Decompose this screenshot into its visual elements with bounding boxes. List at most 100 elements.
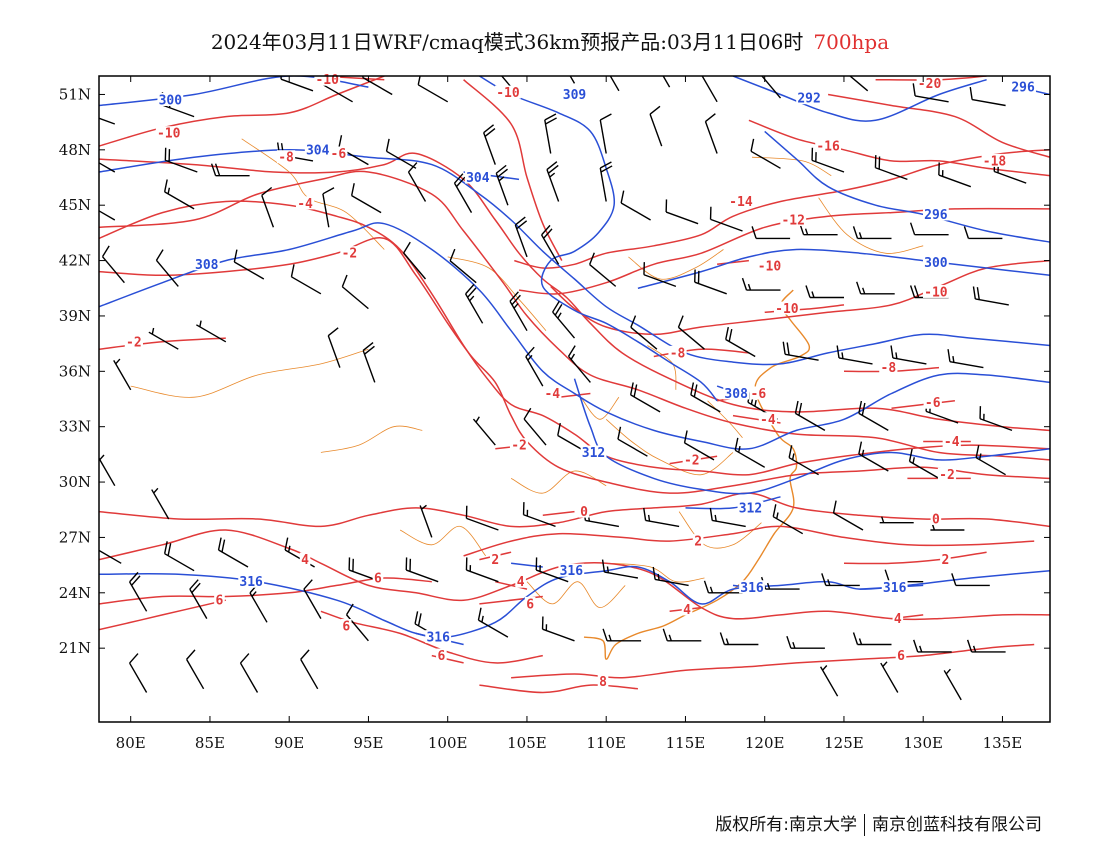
height-label-bg [561, 87, 588, 101]
temperature-contours [99, 76, 1050, 694]
temperature-label-bg [942, 434, 961, 448]
temperature-label-bg [937, 467, 957, 481]
temperature-contour-label: 2 [694, 535, 702, 550]
temperature-label-bg [682, 452, 701, 466]
wind-barb [196, 320, 227, 343]
lon-tick-label: 135E [983, 734, 1023, 752]
wind-barb [362, 342, 376, 383]
temperature-label-bg [578, 504, 590, 518]
lon-tick-label: 95E [353, 734, 383, 752]
wind-barb [943, 668, 962, 701]
temperature-label-bg [524, 596, 536, 610]
temperature-label-bg [780, 212, 807, 226]
temperature-contour-label: 4 [683, 603, 691, 618]
temperature-label-bg [923, 395, 942, 409]
lon-tick-label: 105E [507, 734, 547, 752]
wind-barb [836, 345, 873, 365]
contour-labels: -10-10-10-8 -6-4-2-2-14-12-16-18-20-10-10… [124, 72, 1036, 690]
temperature-contour [463, 525, 1035, 557]
lat-tick-label: 30N [59, 473, 91, 491]
temperature-contour [511, 643, 1035, 679]
wind-barb [546, 161, 560, 202]
wind-barb [483, 124, 496, 165]
wind-barb [300, 649, 319, 690]
temperature-label-bg [892, 611, 904, 625]
height-label-bg [157, 92, 184, 106]
province-boundary [447, 256, 547, 331]
wind-barb [151, 487, 170, 520]
wind-barb [405, 557, 439, 583]
wind-barb [908, 448, 940, 480]
lon-tick-label: 90E [274, 734, 304, 752]
height-contour [99, 222, 1050, 450]
temperature-contour [99, 170, 1050, 461]
wind-barb [832, 500, 864, 531]
temperature-label-bg [124, 334, 143, 348]
wind-barb [523, 407, 547, 446]
wind-barb [465, 557, 499, 583]
wind-barb [155, 249, 179, 287]
wind-barb [541, 616, 575, 642]
wind-barb [852, 632, 892, 646]
lon-tick-label: 85E [195, 734, 225, 752]
temperature-contour-label: -8 [278, 151, 294, 166]
lon-tick-label: 125E [824, 734, 864, 752]
wind-barb [514, 216, 528, 258]
wind-barb [601, 559, 639, 579]
wind-barb [821, 573, 860, 587]
footer-divider [864, 814, 865, 836]
wind-barb [683, 430, 715, 461]
height-label-bg [922, 207, 949, 221]
wind-barb [599, 161, 613, 202]
wind-barb [99, 545, 122, 564]
temperature-contour [99, 237, 1050, 494]
wind-barb [99, 454, 116, 487]
height-label-bg [193, 257, 220, 271]
temperature-label-bg [436, 648, 447, 662]
temperature-contour-label: 4 [301, 553, 309, 568]
wind-barb [113, 358, 132, 391]
wind-barb [734, 437, 766, 468]
wind-barb [407, 162, 427, 202]
wind-barb [477, 607, 509, 638]
temperature-contour-label: -18 [983, 154, 1007, 169]
title-text: 2024年03月11日WRF/cmaq模式36km预报产品:03月11日06时 [210, 30, 804, 54]
lat-tick-label: 51N [59, 85, 91, 103]
height-contour [511, 562, 543, 568]
height-label-bg [739, 580, 765, 594]
height-contour-label: 316 [883, 581, 907, 596]
wind-barb [617, 426, 648, 457]
wind-barb [128, 653, 148, 693]
lon-tick-label: 120E [745, 734, 785, 752]
temperature-contour-label: -8 [881, 361, 897, 376]
temperature-contour-label: -2 [126, 335, 142, 350]
wind-barb [185, 649, 205, 690]
temperature-label-bg [692, 534, 704, 548]
height-contour-label: 296 [924, 208, 948, 223]
height-label-bg [922, 255, 949, 269]
temperature-label-bg [773, 301, 800, 315]
wind-barb [709, 206, 743, 232]
height-contour-label: 304 [466, 171, 490, 186]
province-boundary [751, 156, 832, 177]
temperature-contour-label: 0 [580, 505, 588, 520]
province-boundary [628, 249, 724, 280]
height-contour-label: 316 [426, 631, 450, 646]
province-boundary [818, 197, 924, 254]
wind-barb [322, 187, 335, 228]
wind-barb [630, 315, 658, 350]
temperature-contour [558, 392, 591, 398]
wind-barb [101, 245, 125, 284]
height-contour-label: 308 [195, 258, 219, 273]
temperature-contour-label: 0 [932, 512, 940, 527]
wind-barb [385, 138, 417, 169]
temperature-contour-label: 6 [374, 572, 382, 587]
height-label-bg [580, 445, 607, 459]
wind-barb [643, 262, 677, 288]
wind-barb [786, 635, 825, 649]
temperature-label-bg [895, 648, 907, 662]
wind-barb [403, 241, 427, 280]
wind-barb [788, 445, 819, 476]
height-contour-label: 296 [1011, 81, 1035, 96]
temperature-contour [99, 599, 226, 631]
